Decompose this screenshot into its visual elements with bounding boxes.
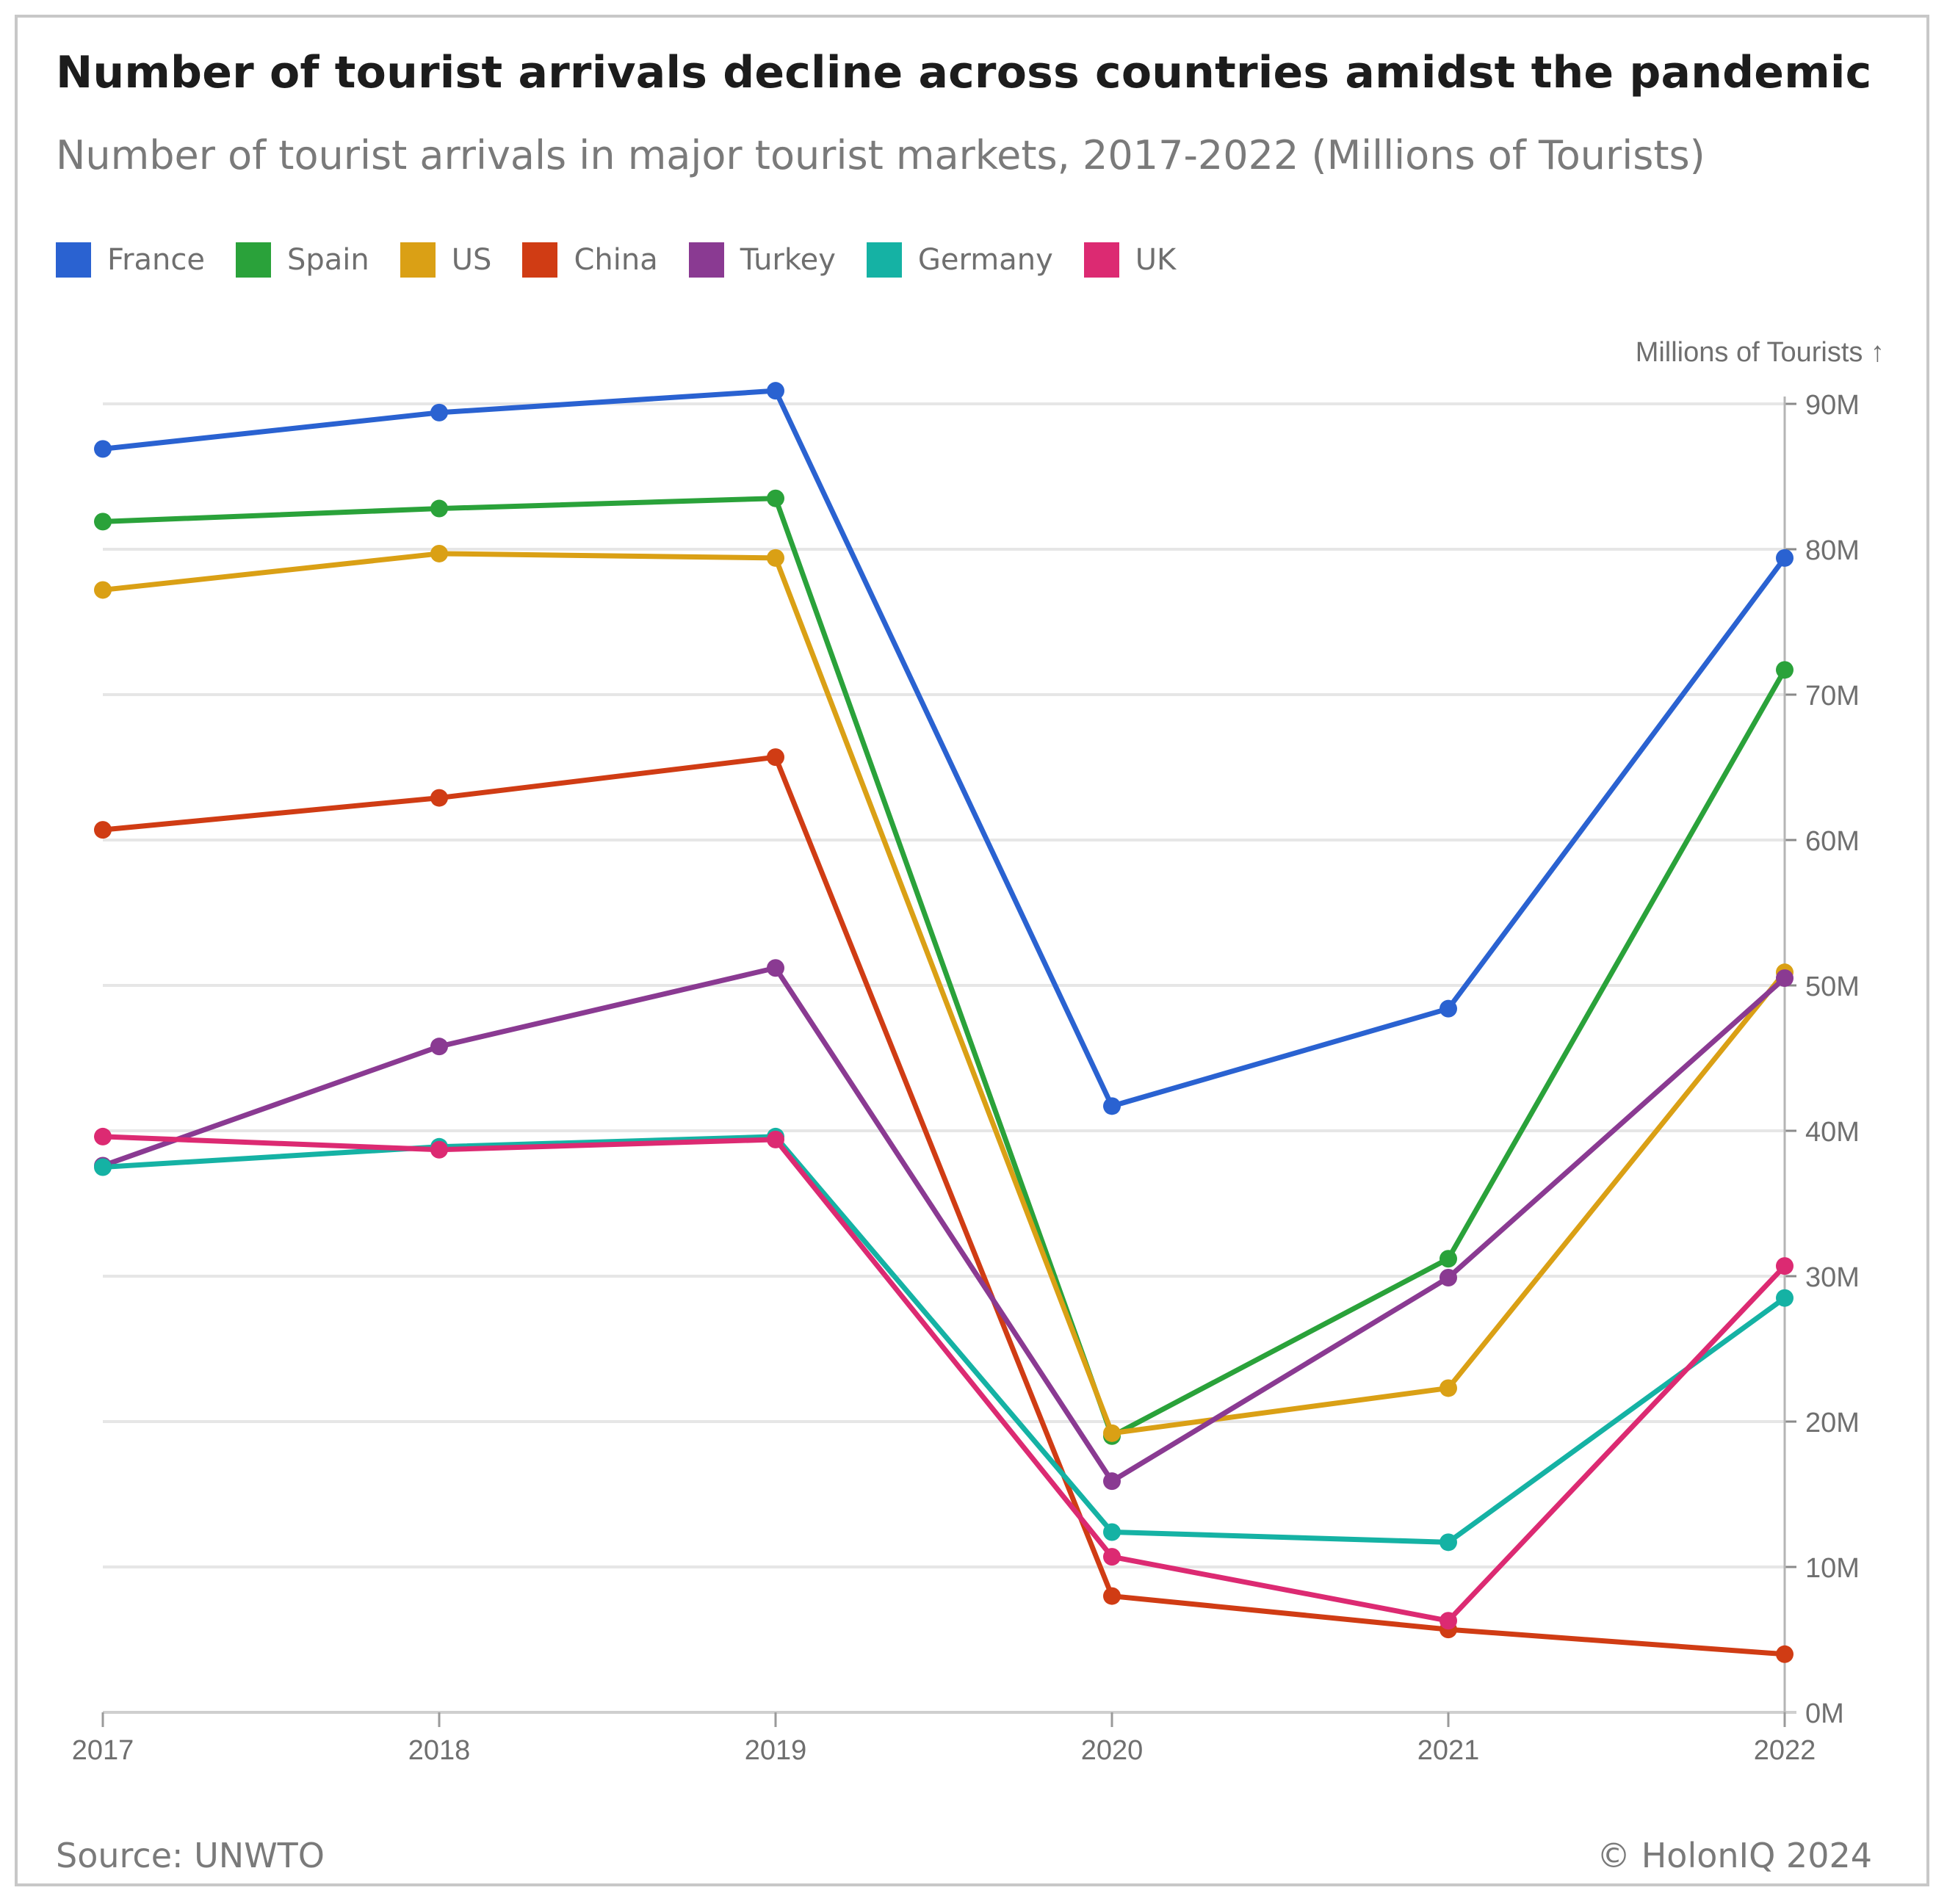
series-line-germany [100, 1134, 1788, 1545]
x-tick-label: 2018 [408, 1735, 471, 1766]
legend-label-turkey: Turkey [740, 243, 836, 277]
series-line-china [100, 754, 1788, 1657]
legend-label-germany: Germany [917, 243, 1053, 277]
series-lines [100, 388, 1788, 1657]
series-line-france [100, 388, 1788, 1109]
y-tick-label: 30M [1805, 1262, 1860, 1293]
data-point-turkey-2019[interactable] [767, 959, 784, 977]
series-line-us [100, 551, 1788, 1436]
series-line-spain [100, 496, 1788, 1439]
legend-label-spain: Spain [287, 243, 369, 277]
legend-item-us[interactable]: US [400, 242, 492, 278]
series-line-uk [100, 1134, 1788, 1624]
data-point-uk-2022[interactable] [1776, 1257, 1794, 1275]
legend-label-china: China [574, 243, 658, 277]
legend-item-germany[interactable]: Germany [866, 242, 1053, 278]
data-point-france-2022[interactable] [1776, 549, 1794, 567]
data-point-uk-2020[interactable] [1103, 1548, 1121, 1566]
legend-swatch-france [56, 242, 91, 278]
data-point-china-2022[interactable] [1776, 1645, 1794, 1663]
data-point-uk-2017[interactable] [94, 1127, 112, 1145]
data-point-germany-2021[interactable] [1440, 1533, 1457, 1552]
legend-item-china[interactable]: China [522, 242, 658, 278]
y-tick-label: 80M [1805, 535, 1860, 566]
data-point-uk-2018[interactable] [430, 1140, 448, 1159]
data-point-uk-2019[interactable] [767, 1130, 784, 1148]
axes: 0M 10M 20M 30M 40M 50M 60M 70M 80M 90M 2017 2018 201… [72, 390, 1860, 1766]
data-point-spain-2021[interactable] [1440, 1250, 1457, 1268]
data-point-france-2017[interactable] [94, 440, 112, 458]
legend-swatch-turkey [688, 242, 724, 278]
legend-label-us: US [451, 243, 492, 277]
data-point-us-2018[interactable] [430, 544, 448, 562]
data-point-spain-2019[interactable] [767, 489, 784, 507]
data-point-germany-2017[interactable] [94, 1158, 112, 1176]
data-point-spain-2018[interactable] [430, 499, 448, 518]
legend-item-uk[interactable]: UK [1083, 242, 1177, 278]
y-axis-label: Millions of Tourists ↑ [1636, 337, 1885, 368]
legend-item-france[interactable]: France [56, 242, 205, 278]
chart-title: Number of tourist arrivals decline acros… [56, 47, 1872, 98]
series-points [94, 382, 1794, 1663]
data-point-us-2017[interactable] [94, 581, 112, 599]
chart-frame [15, 15, 1929, 1886]
data-point-spain-2017[interactable] [94, 513, 112, 531]
x-tick-label: 2020 [1081, 1735, 1144, 1766]
legend-item-turkey[interactable]: Turkey [688, 242, 836, 278]
x-tick-label: 2022 [1754, 1735, 1816, 1766]
data-point-us-2021[interactable] [1440, 1379, 1457, 1397]
y-tick-label: 70M [1805, 681, 1860, 712]
y-tick-label: 60M [1805, 826, 1860, 857]
y-tick-label: 20M [1805, 1408, 1860, 1438]
x-tick-label: 2019 [745, 1735, 807, 1766]
legend-label-france: France [107, 243, 206, 277]
legend-swatch-spain [236, 242, 272, 278]
data-point-china-2018[interactable] [430, 789, 448, 807]
copyright-note: © HolonIQ 2024 [1597, 1836, 1872, 1875]
data-point-us-2019[interactable] [767, 549, 784, 567]
data-point-turkey-2021[interactable] [1440, 1268, 1457, 1286]
data-point-uk-2021[interactable] [1440, 1612, 1457, 1630]
chart-subtitle: Number of tourist arrivals in major tour… [56, 132, 1705, 178]
data-point-france-2019[interactable] [767, 382, 784, 400]
data-point-spain-2022[interactable] [1776, 661, 1794, 679]
data-point-china-2019[interactable] [767, 748, 784, 767]
legend-item-spain[interactable]: Spain [236, 242, 369, 278]
y-tick-label: 50M [1805, 971, 1860, 1002]
data-point-germany-2020[interactable] [1103, 1523, 1121, 1541]
data-point-france-2020[interactable] [1103, 1097, 1121, 1115]
y-tick-label: 40M [1805, 1117, 1860, 1148]
gridlines [103, 402, 1785, 1568]
legend-swatch-germany [866, 242, 902, 278]
data-point-turkey-2020[interactable] [1103, 1472, 1121, 1491]
x-tick-label: 2017 [72, 1735, 134, 1766]
y-tick-label: 0M [1805, 1698, 1844, 1729]
data-point-china-2017[interactable] [94, 821, 112, 839]
legend: France Spain US China Turkey Germany UK [56, 242, 1207, 278]
y-tick-label: 10M [1805, 1553, 1860, 1584]
series-line-turkey [100, 965, 1788, 1484]
data-point-us-2020[interactable] [1103, 1424, 1121, 1442]
x-tick-label: 2021 [1417, 1735, 1480, 1766]
legend-swatch-uk [1083, 242, 1119, 278]
source-note: Source: UNWTO [56, 1836, 325, 1875]
data-point-turkey-2018[interactable] [430, 1038, 448, 1056]
legend-swatch-us [400, 242, 436, 278]
y-tick-label: 90M [1805, 390, 1860, 421]
data-point-china-2020[interactable] [1103, 1587, 1121, 1605]
legend-swatch-china [522, 242, 558, 278]
legend-label-uk: UK [1135, 243, 1177, 277]
data-point-france-2021[interactable] [1440, 999, 1457, 1018]
data-point-germany-2022[interactable] [1776, 1289, 1794, 1307]
data-point-france-2018[interactable] [430, 403, 448, 421]
data-point-turkey-2022[interactable] [1776, 969, 1794, 988]
